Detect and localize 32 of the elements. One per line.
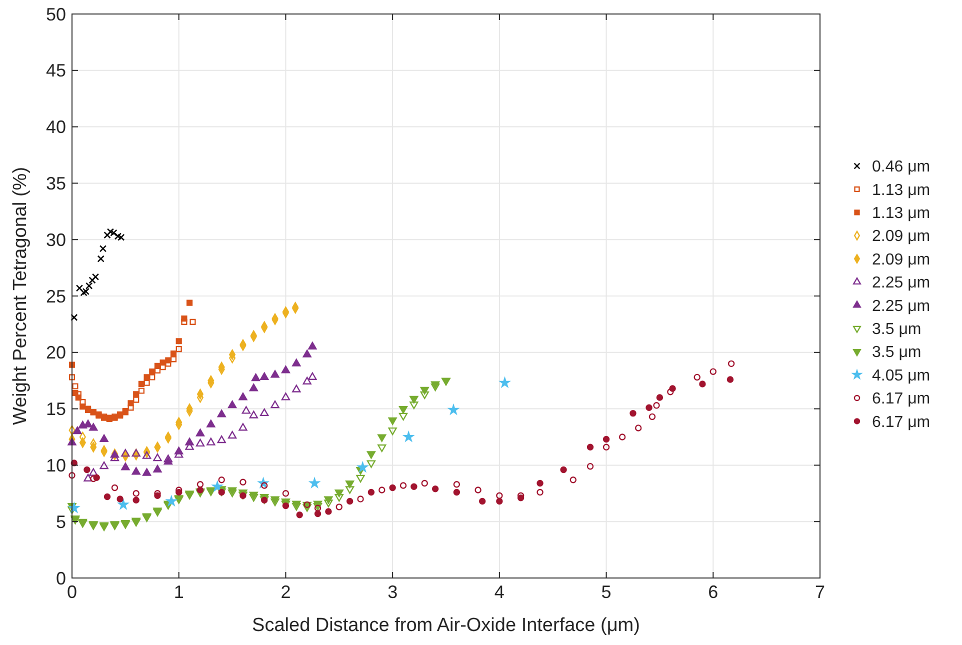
legend-label: 2.09 μm [872,228,930,246]
x-tick-label: 1 [174,582,184,602]
y-tick-label: 20 [46,342,66,363]
x-tick-label: 6 [708,582,718,602]
legend-label: 6.17 μm [872,414,930,431]
legend-label: 0.46 μm [872,158,930,176]
y-tick-label: 0 [56,568,66,588]
y-tick-label: 5 [56,512,66,532]
legend-label: 2.25 μm [872,298,930,315]
x-tick-label: 5 [601,582,612,602]
legend-label: 1.13 μm [872,205,930,222]
x-tick-label: 2 [280,582,291,602]
x-axis-title: Scaled Distance from Air-Oxide Interface (μm) [252,615,640,636]
y-tick-label: 10 [46,456,66,476]
x-tick-label: 4 [494,582,504,602]
y-tick-label: 40 [46,117,66,138]
legend-label: 2.25 μm [872,274,930,292]
y-tick-label: 35 [46,174,66,194]
legend-label: 3.5 μm [872,344,922,362]
y-tick-label: 50 [46,4,66,24]
legend-label: 6.17 μm [872,390,930,408]
y-tick-label: 15 [46,399,66,420]
x-tick-label: 7 [814,582,826,602]
legend-label: 4.05 μm [872,367,930,384]
legend-label: 1.13 μm [872,182,930,199]
y-tick-label: 30 [46,230,66,250]
y-tick-label: 25 [46,286,66,306]
y-axis-title: Weight Percent Tetragonal (%) [10,166,31,426]
x-tick-label: 3 [388,582,398,602]
legend-label: 3.5 μm [872,321,922,338]
y-tick-label: 45 [46,60,66,81]
legend-label: 2.09 μm [872,251,930,268]
